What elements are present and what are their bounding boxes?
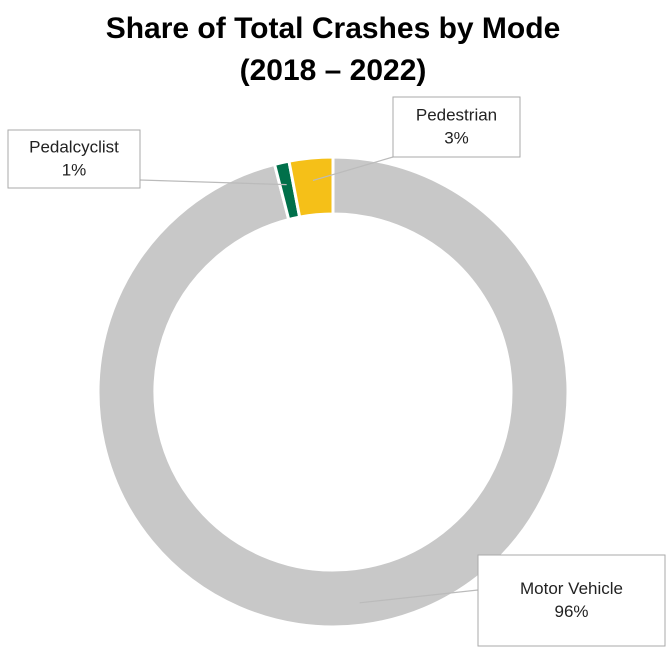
value-label: 1% — [62, 160, 87, 179]
chart-subtitle: (2018 – 2022) — [240, 54, 427, 87]
slice-label: Motor Vehicle — [520, 579, 623, 598]
callout-box — [477, 554, 666, 647]
donut-slice — [287, 155, 335, 219]
leader-line — [312, 156, 394, 182]
slice-label: Pedalcyclist — [29, 137, 119, 156]
leader-line — [359, 589, 479, 604]
chart-title: Share of Total Crashes by Mode — [106, 12, 561, 45]
slice-label: Pedestrian — [416, 105, 497, 124]
callout-box — [392, 96, 521, 158]
donut-slice — [96, 155, 570, 629]
value-label: 3% — [444, 128, 469, 147]
leader-line — [139, 179, 287, 186]
value-label: 96% — [554, 602, 588, 621]
callout-box — [7, 129, 141, 189]
